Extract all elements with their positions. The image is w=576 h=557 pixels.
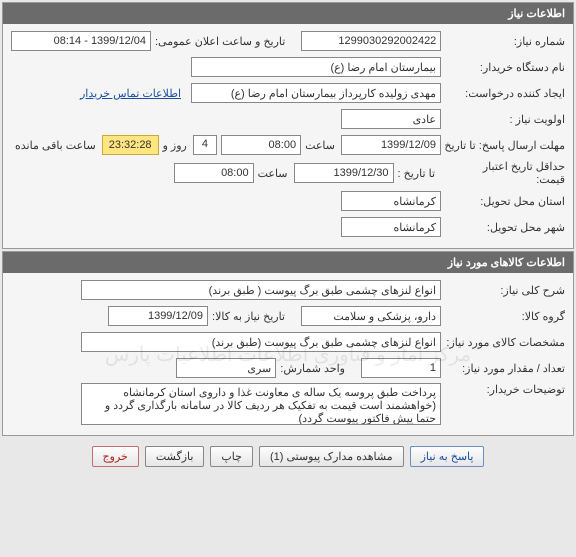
unit-input[interactable] [176, 358, 276, 378]
announce-input[interactable] [11, 31, 151, 51]
respond-button[interactable]: پاسخ به نیاز [410, 446, 485, 467]
days-remaining: 4 [193, 135, 217, 155]
qty-label: تعداد / مقدار مورد نیاز: [445, 362, 565, 375]
goods-info-header: اطلاعات کالاهای مورد نیاز [3, 252, 573, 273]
need-info-panel: اطلاعات نیاز شماره نیاز: تاریخ و ساعت اع… [2, 2, 574, 249]
exit-button[interactable]: خروج [92, 446, 139, 467]
attachments-button[interactable]: مشاهده مدارک پیوستی (1) [259, 446, 404, 467]
province-label: استان محل تحویل: [445, 195, 565, 208]
min-valid-label-2: قیمت: [536, 174, 565, 186]
goods-info-panel: اطلاعات کالاهای مورد نیاز مرکز آمار و فن… [2, 251, 574, 436]
deadline-time-input[interactable] [221, 135, 301, 155]
need-info-header: اطلاعات نیاز [3, 3, 573, 24]
min-valid-date-input[interactable] [294, 163, 394, 183]
desc-label: شرح کلی نیاز: [445, 284, 565, 297]
province-input[interactable] [341, 191, 441, 211]
min-valid-sub: تا تاریخ : [398, 167, 435, 180]
city-label: شهر محل تحویل: [445, 221, 565, 234]
hour-label-1: ساعت [305, 139, 335, 152]
hour-label-2: ساعت [258, 167, 288, 180]
min-valid-time-input[interactable] [174, 163, 254, 183]
desc-input[interactable] [81, 280, 441, 300]
min-valid-label-1: حداقل تاریخ اعتبار [483, 161, 565, 173]
min-valid-label: حداقل تاریخ اعتبار قیمت: [445, 160, 565, 186]
group-label: گروه کالا: [445, 310, 565, 323]
need-info-body: شماره نیاز: تاریخ و ساعت اعلان عمومی: نا… [3, 24, 573, 248]
org-name-input[interactable] [191, 57, 441, 77]
requested-date-label: تاریخ نیاز به کالا: [212, 310, 285, 323]
request-no-input[interactable] [301, 31, 441, 51]
request-no-label: شماره نیاز: [445, 35, 565, 48]
unit-label: واحد شمارش: [280, 362, 345, 375]
button-bar: پاسخ به نیاز مشاهده مدارک پیوستی (1) چاپ… [0, 438, 576, 475]
priority-input[interactable] [341, 109, 441, 129]
back-button[interactable]: بازگشت [145, 446, 205, 467]
group-input[interactable] [301, 306, 441, 326]
buyer-notes-label: توضیحات خریدار: [445, 383, 565, 396]
priority-label: اولویت نیاز : [445, 113, 565, 126]
qty-input[interactable] [361, 358, 441, 378]
requested-date-input[interactable] [108, 306, 208, 326]
creator-input[interactable] [191, 83, 441, 103]
spec-input[interactable] [81, 332, 441, 352]
days-post-label: روز و [163, 139, 187, 152]
deadline-label: مهلت ارسال پاسخ: تا تاریخ : [445, 139, 565, 152]
countdown-box: 23:32:28 [102, 135, 159, 155]
remaining-label: ساعت باقی مانده [15, 139, 96, 152]
buyer-notes-input[interactable]: پرداخت طبق پروسه یک ساله ی معاونت غذا و … [81, 383, 441, 425]
spec-label: مشخصات کالای مورد نیاز: [445, 336, 565, 349]
deadline-date-input[interactable] [341, 135, 441, 155]
goods-info-body: مرکز آمار و فناوری اطلاعات اطلاعیات پارس… [3, 273, 573, 435]
announce-label: تاریخ و ساعت اعلان عمومی: [155, 35, 285, 48]
print-button[interactable]: چاپ [210, 446, 253, 467]
contact-link[interactable]: اطلاعات تماس خریدار [80, 87, 181, 100]
city-input[interactable] [341, 217, 441, 237]
creator-label: ایجاد کننده درخواست: [445, 87, 565, 100]
org-name-label: نام دستگاه خریدار: [445, 61, 565, 74]
